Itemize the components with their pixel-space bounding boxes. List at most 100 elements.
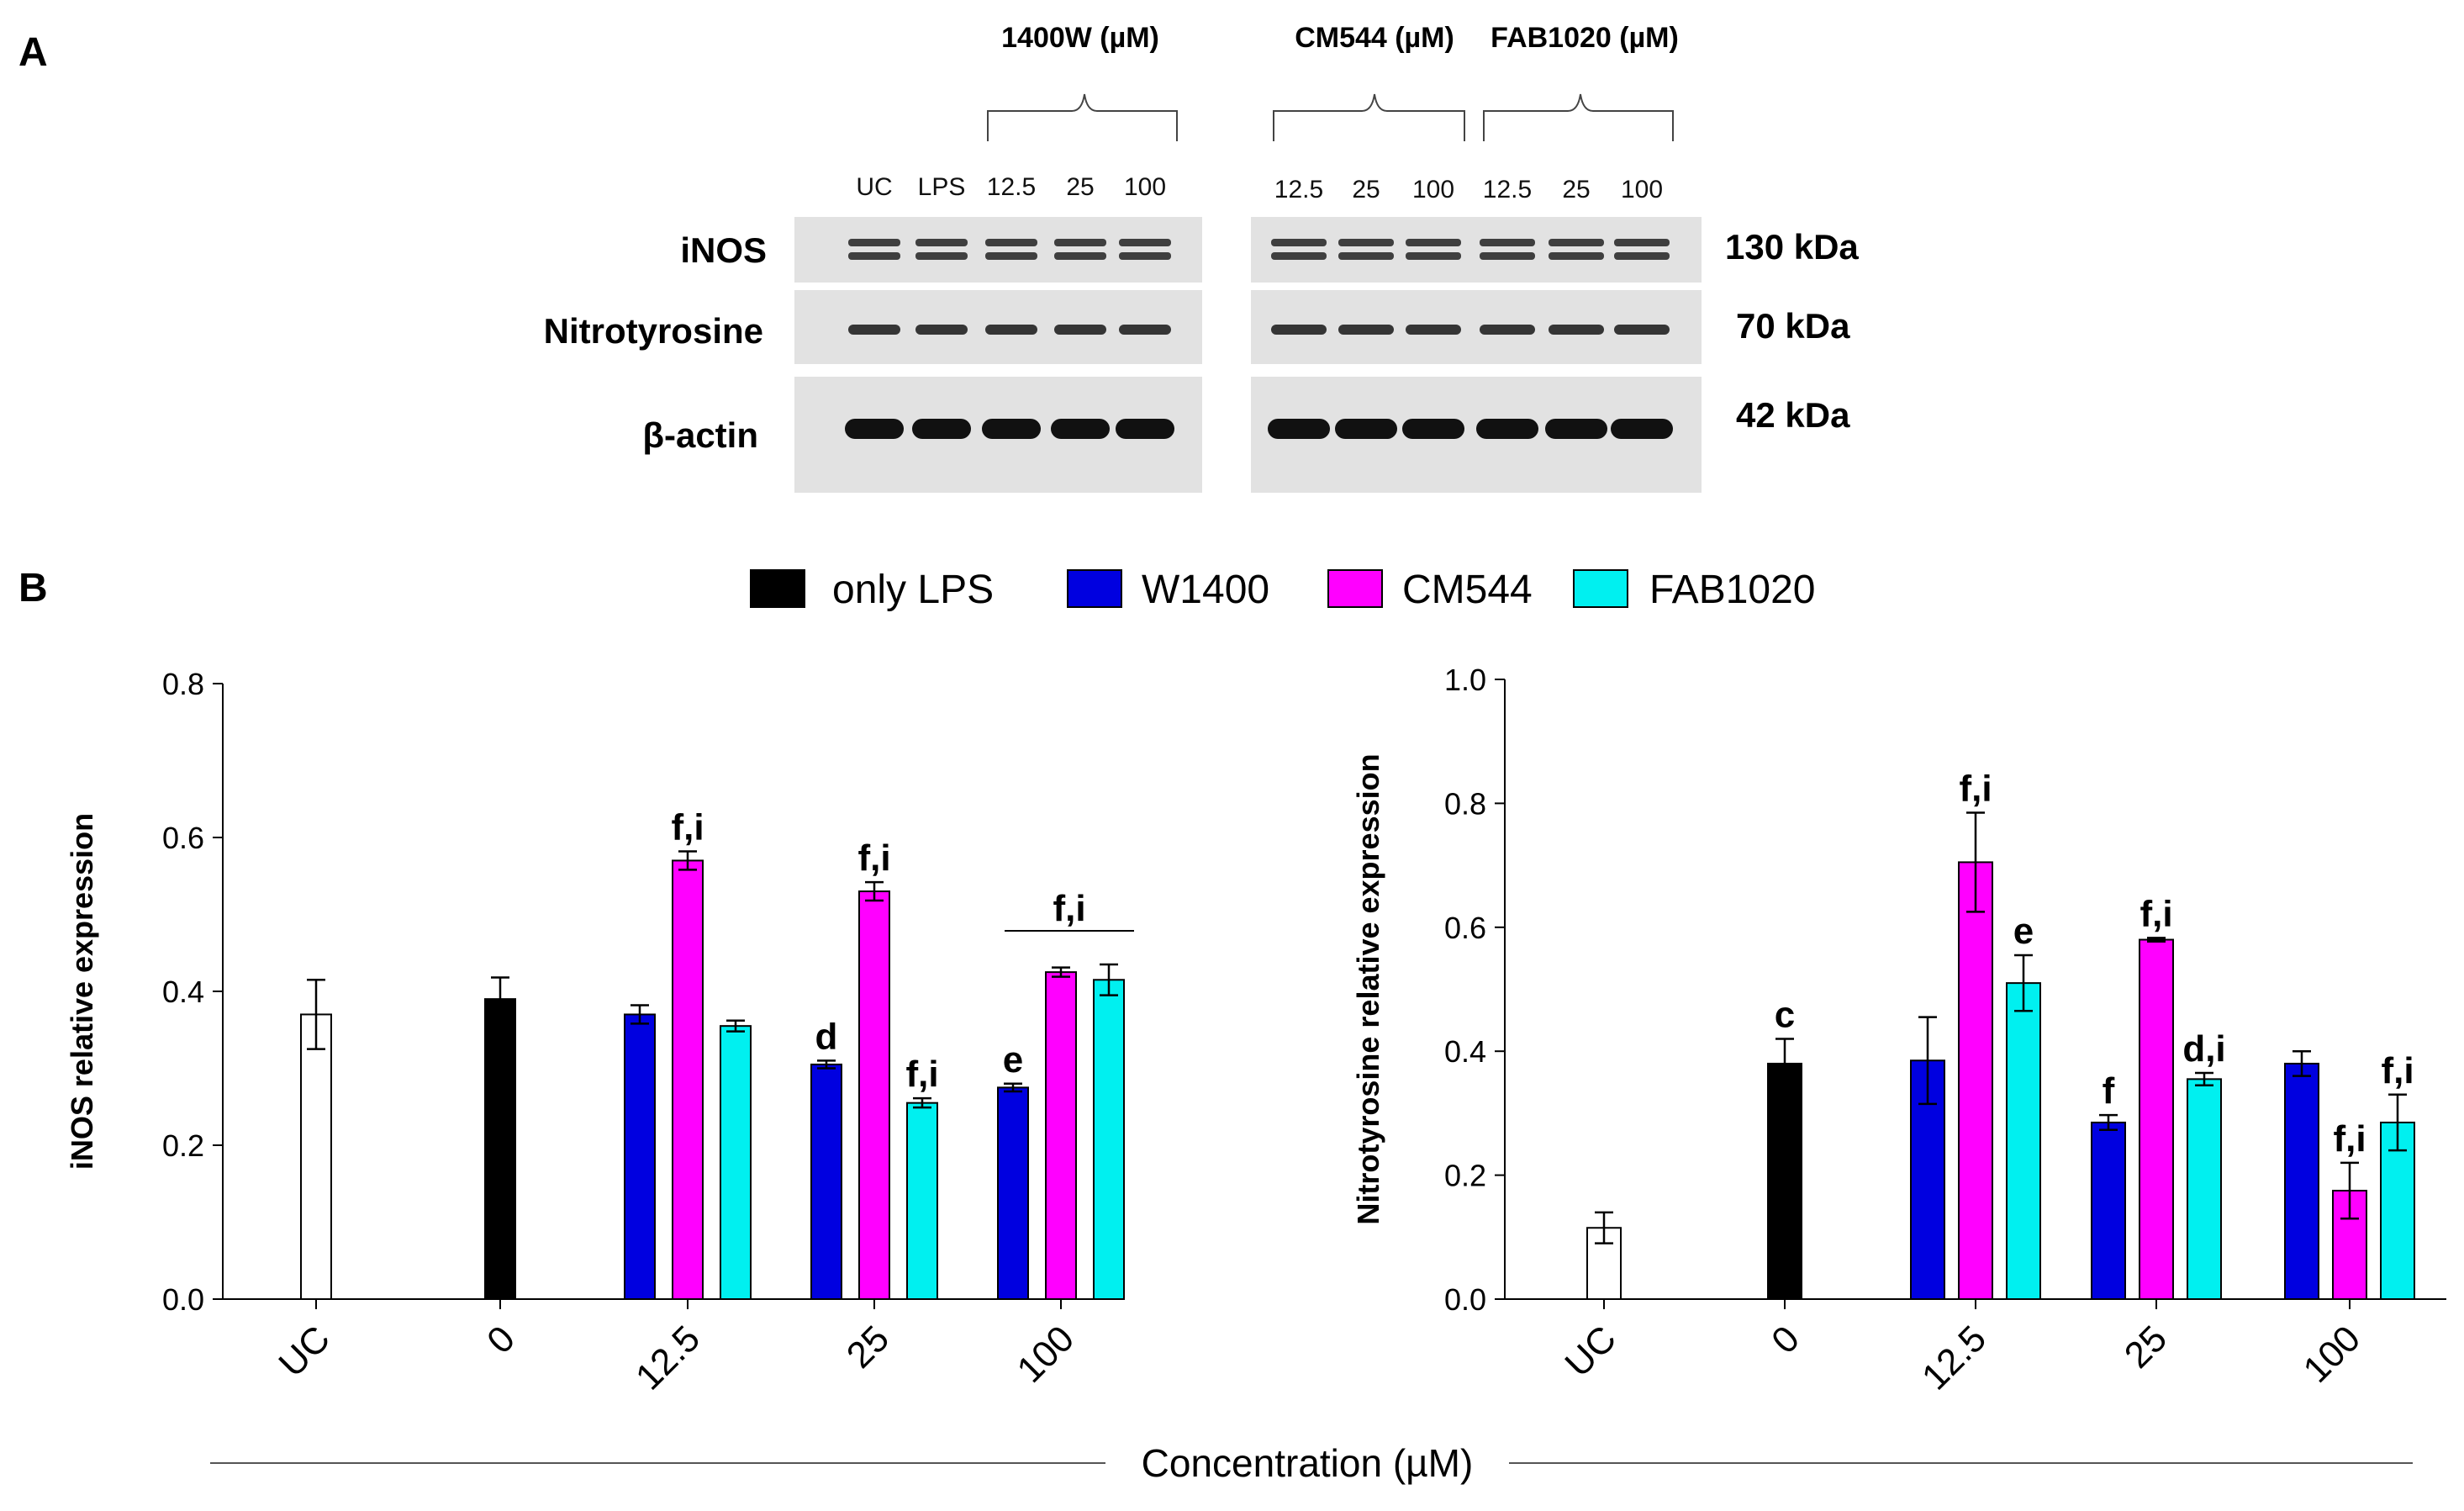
nitrotyrosine-band bbox=[1406, 325, 1461, 335]
beta-actin-band bbox=[1402, 419, 1464, 439]
significance-label: f,i bbox=[905, 1054, 938, 1095]
y-tick-label: 0.2 bbox=[162, 1128, 204, 1163]
significance-label: d bbox=[815, 1016, 838, 1057]
legend-swatch-only-lps bbox=[750, 569, 805, 608]
beta-actin-band bbox=[1611, 419, 1673, 439]
bar bbox=[300, 1013, 332, 1300]
lane-label: 12.5 bbox=[1274, 176, 1323, 203]
row-label-inos: iNOS bbox=[680, 230, 767, 270]
inos-band-upper bbox=[848, 239, 900, 246]
legend-label-only-lps: only LPS bbox=[832, 568, 994, 612]
row-label-nitrotyrosine: Nitrotyrosine bbox=[544, 311, 763, 351]
x-tick-label: 12.5 bbox=[628, 1318, 708, 1397]
significance-label: c bbox=[1775, 994, 1795, 1035]
nitrotyrosine-band bbox=[985, 325, 1037, 335]
y-tick-label: 0.0 bbox=[162, 1282, 204, 1317]
blot-inos-left bbox=[794, 217, 1202, 283]
y-axis-label: Nitrotyrosine relative expression bbox=[1351, 753, 1385, 1224]
significance-label: f,i bbox=[2140, 893, 2172, 934]
inos-band-upper bbox=[1271, 239, 1327, 246]
y-tick-label: 0.4 bbox=[162, 975, 204, 1009]
significance-label: f,i bbox=[857, 837, 890, 879]
inos-band-lower bbox=[1338, 252, 1394, 260]
panel-b: B only LPS W1400 CM544 FAB1020 0.0 0.2 0.4… bbox=[18, 566, 2446, 1485]
inos-band-lower bbox=[1054, 252, 1106, 260]
lane-label: UC bbox=[856, 173, 892, 201]
beta-actin-band bbox=[912, 419, 971, 439]
nitrotyrosine-band bbox=[1338, 325, 1394, 335]
beta-actin-band bbox=[1335, 419, 1397, 439]
lane-label: 100 bbox=[1621, 176, 1663, 203]
y-tick-label: 0.8 bbox=[162, 667, 204, 701]
shared-x-axis-label: Concentration (µM) bbox=[1142, 1441, 1474, 1485]
nitrotyrosine-band bbox=[1549, 325, 1604, 335]
brace-cm544 bbox=[1273, 93, 1465, 141]
inos-band-upper bbox=[1054, 239, 1106, 246]
legend: only LPS W1400 CM544 FAB1020 bbox=[750, 568, 1815, 612]
significance-label: d,i bbox=[2182, 1028, 2225, 1070]
y-tick-label: 0.6 bbox=[1444, 911, 1486, 945]
bar bbox=[2332, 1190, 2367, 1301]
inos-band-upper bbox=[915, 239, 968, 246]
beta-actin-band bbox=[982, 419, 1041, 439]
y-tick-label: 0.0 bbox=[1444, 1282, 1486, 1317]
y-tick-label: 0.6 bbox=[162, 821, 204, 855]
nitrotyrosine-band bbox=[915, 325, 968, 335]
x-tick-label: 0 bbox=[479, 1318, 523, 1361]
group-significance-label: f,i bbox=[1053, 888, 1085, 929]
inos-band-lower bbox=[1614, 252, 1670, 260]
y-tick-label: 0.8 bbox=[1444, 786, 1486, 821]
inos-band-upper bbox=[1338, 239, 1394, 246]
nitrotyrosine-band bbox=[1119, 325, 1171, 335]
legend-label-cm544: CM544 bbox=[1402, 568, 1533, 612]
lane-label: 100 bbox=[1124, 173, 1166, 201]
inos-band-upper bbox=[1406, 239, 1461, 246]
nitrotyrosine-band bbox=[1054, 325, 1106, 335]
bar bbox=[720, 1025, 752, 1301]
significance-label: f,i bbox=[1959, 768, 1992, 809]
significance-label: f,i bbox=[2333, 1118, 2366, 1160]
western-blot-images bbox=[794, 217, 1702, 493]
nitrotyrosine-band bbox=[1480, 325, 1535, 335]
legend-swatch-fab1020 bbox=[1573, 569, 1628, 608]
inos-band-upper bbox=[1119, 239, 1171, 246]
bar bbox=[2139, 938, 2174, 1301]
lane-label: 12.5 bbox=[987, 173, 1036, 201]
bar bbox=[2187, 1078, 2222, 1300]
panel-a-label: A bbox=[18, 30, 48, 75]
kda-label-nitrotyrosine: 70 kDa bbox=[1736, 306, 1850, 346]
blot-inos-right bbox=[1251, 217, 1702, 283]
bar bbox=[624, 1013, 656, 1300]
bar bbox=[810, 1063, 842, 1301]
y-tick-label: 0.4 bbox=[1444, 1034, 1486, 1069]
legend-label-fab1020: FAB1020 bbox=[1649, 568, 1815, 612]
bar bbox=[2284, 1062, 2319, 1300]
beta-actin-band bbox=[1545, 419, 1607, 439]
x-tick-label: 25 bbox=[2117, 1318, 2175, 1376]
bar bbox=[2006, 982, 2041, 1300]
lane-label: 100 bbox=[1412, 176, 1454, 203]
y-axis-label: iNOS relative expression bbox=[65, 813, 99, 1170]
inos-band-lower bbox=[1271, 252, 1327, 260]
panel-b-label: B bbox=[18, 566, 48, 610]
bar bbox=[1767, 1062, 1802, 1300]
x-tick-label: 0 bbox=[1764, 1318, 1807, 1361]
lane-label: 25 bbox=[1066, 173, 1094, 201]
x-tick-label: 25 bbox=[839, 1318, 897, 1376]
inos-band-lower bbox=[985, 252, 1037, 260]
group-title-1400w: 1400W (µM) bbox=[1001, 22, 1159, 54]
beta-actin-band bbox=[845, 419, 904, 439]
inos-band-upper bbox=[1480, 239, 1535, 246]
lane-label: 25 bbox=[1352, 176, 1380, 203]
bar bbox=[1045, 971, 1077, 1300]
legend-swatch-cm544 bbox=[1327, 569, 1383, 608]
inos-band-upper bbox=[985, 239, 1037, 246]
bar bbox=[672, 859, 704, 1300]
bar bbox=[484, 998, 516, 1301]
brace-fab1020 bbox=[1483, 93, 1674, 141]
kda-label-inos: 130 kDa bbox=[1725, 227, 1859, 267]
lane-label: 12.5 bbox=[1483, 176, 1532, 203]
y-tick-label: 1.0 bbox=[1444, 663, 1486, 697]
bar bbox=[1093, 979, 1125, 1301]
significance-label: e bbox=[1003, 1039, 1023, 1080]
